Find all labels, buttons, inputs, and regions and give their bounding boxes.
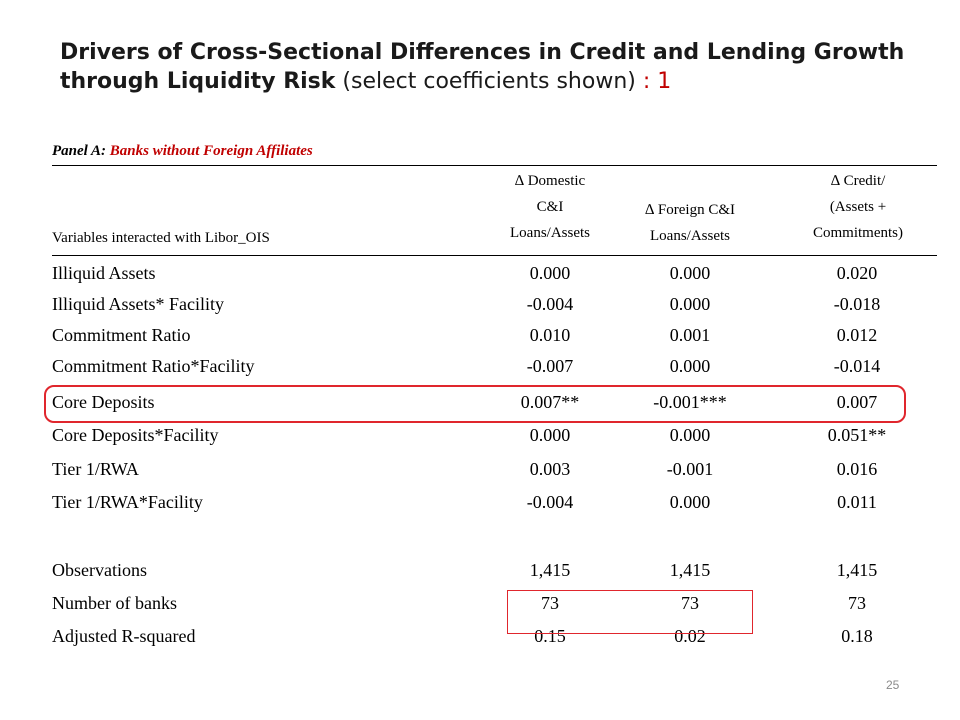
header-col-domestic: ∆ Domestic C&I Loans/Assets	[485, 168, 615, 246]
cell-domestic: 0.003	[529, 459, 571, 479]
cell-credit: 0.051**	[827, 425, 887, 445]
cell-credit: 0.020	[836, 263, 878, 283]
cell-domestic: 0.000	[529, 263, 571, 283]
cell-foreign: 0.000	[669, 492, 711, 512]
cell-domestic: -0.004	[526, 492, 574, 512]
row-label: Illiquid Assets	[52, 263, 156, 283]
banks-highlight-box	[507, 590, 753, 634]
header-col-foreign: ∆ Foreign C&I Loans/Assets	[625, 197, 755, 249]
cell-domestic: 0.000	[529, 425, 571, 445]
header-variables: Variables interacted with Libor_OIS	[52, 230, 270, 246]
row-label: Number of banks	[52, 593, 177, 613]
cell-credit: -0.014	[833, 356, 881, 376]
cell-foreign: -0.001***	[653, 392, 727, 412]
row-label: Commitment Ratio	[52, 325, 191, 345]
cell-foreign: 0.001	[669, 325, 711, 345]
cell-foreign: 73	[681, 593, 699, 613]
panel-label: Panel A: Banks without Foreign Affiliate…	[52, 143, 313, 160]
cell-domestic: 73	[541, 593, 559, 613]
cell-domestic: 1,415	[529, 560, 571, 580]
cell-foreign: 0.02	[674, 626, 706, 646]
cell-foreign: -0.001	[666, 459, 714, 479]
cell-credit: -0.018	[833, 294, 881, 314]
cell-credit: 1,415	[836, 560, 878, 580]
row-label: Observations	[52, 560, 147, 580]
header-col-domestic-line2: C&I	[536, 199, 564, 215]
cell-domestic: 0.15	[534, 626, 566, 646]
core-deposits-highlight-box	[44, 385, 906, 423]
cell-domestic: -0.004	[526, 294, 574, 314]
page-number: 25	[886, 678, 900, 692]
header-col-domestic-line3: Loans/Assets	[510, 225, 590, 241]
cell-credit: 0.012	[836, 325, 878, 345]
table-top-rule	[52, 165, 937, 166]
header-col-credit-line2: (Assets +	[829, 199, 887, 215]
cell-credit: 0.011	[837, 492, 877, 512]
cell-domestic: 0.007**	[520, 392, 580, 412]
header-col-foreign-line2: Loans/Assets	[650, 228, 730, 244]
cell-credit: 0.016	[836, 459, 878, 479]
header-col-credit-line3: Commitments)	[813, 225, 903, 241]
cell-credit: 73	[848, 593, 866, 613]
panel-prefix: Panel A:	[52, 143, 107, 159]
cell-domestic: 0.010	[529, 325, 571, 345]
header-bottom-rule	[52, 255, 937, 256]
header-col-foreign-line1: ∆ Foreign C&I	[644, 202, 735, 218]
cell-foreign: 0.000	[669, 263, 711, 283]
row-label: Adjusted R-squared	[52, 626, 196, 646]
title-suffix: : 1	[635, 69, 672, 94]
header-col-credit-line1: ∆ Credit/	[830, 173, 886, 189]
row-label: Core Deposits*Facility	[52, 425, 219, 445]
header-col-domestic-line1: ∆ Domestic	[514, 173, 586, 189]
row-label: Illiquid Assets* Facility	[52, 294, 225, 314]
cell-foreign: 0.000	[669, 294, 711, 314]
title-normal: (select coefficients shown)	[335, 69, 636, 94]
slide-title: Drivers of Cross-Sectional Differences i…	[60, 38, 940, 96]
panel-name: Banks without Foreign Affiliates	[106, 143, 313, 159]
row-label: Tier 1/RWA*Facility	[52, 492, 203, 512]
row-label: Tier 1/RWA	[52, 459, 139, 479]
cell-foreign: 1,415	[669, 560, 711, 580]
cell-credit: 0.007	[836, 392, 878, 412]
row-label: Core Deposits	[52, 392, 155, 412]
title-bold: Drivers of Cross-Sectional Differences i…	[60, 40, 905, 94]
cell-domestic: -0.007	[526, 356, 574, 376]
cell-foreign: 0.000	[669, 425, 711, 445]
row-label: Commitment Ratio*Facility	[52, 356, 255, 376]
cell-credit: 0.18	[841, 626, 873, 646]
header-col-credit: ∆ Credit/ (Assets + Commitments)	[788, 168, 928, 246]
cell-foreign: 0.000	[669, 356, 711, 376]
